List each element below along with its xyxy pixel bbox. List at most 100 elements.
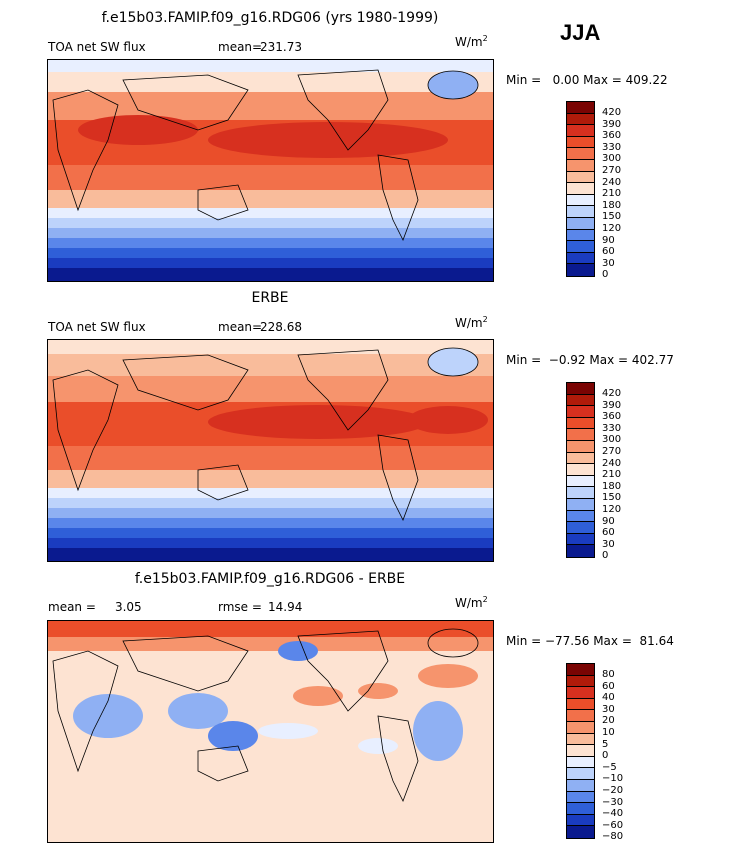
colorbar-tick-label: 60 <box>602 246 615 258</box>
colorbar-tick-label: 330 <box>602 141 622 153</box>
colorbar-tick-label: 40 <box>602 692 615 704</box>
colorbar-tick-label: 240 <box>602 176 622 188</box>
colorbar-swatch <box>567 194 594 207</box>
colorbar-swatch <box>567 206 594 218</box>
colorbar-swatch <box>567 803 594 815</box>
panel1-colorbar-labels: 420 390 360 330 300 270 240 210 180 150 … <box>602 107 621 281</box>
panel2-variable-label: TOA net SW flux <box>48 320 146 334</box>
colorbar-swatch <box>567 475 594 488</box>
colorbar-tick-label: 60 <box>602 680 615 692</box>
colorbar-tick-label: 360 <box>602 130 622 142</box>
colorbar-swatch <box>567 698 594 711</box>
colorbar-tick-label: 300 <box>602 434 622 446</box>
colorbar-swatch <box>567 487 594 499</box>
colorbar-swatch <box>567 768 594 780</box>
colorbar-swatch <box>567 159 594 172</box>
colorbar-swatch <box>567 113 594 126</box>
colorbar-swatch <box>567 791 594 804</box>
colorbar-tick-label: −5 <box>602 761 617 773</box>
colorbar-tick-label: 0 <box>602 269 609 281</box>
colorbar-swatch <box>567 779 594 792</box>
panel2-title: ERBE <box>251 290 289 306</box>
colorbar-tick-label: 90 <box>602 515 615 527</box>
panel1-minmax: Min = 0.00 Max = 409.22 <box>506 73 668 87</box>
colorbar-tick-label: 5 <box>602 738 609 750</box>
colorbar-swatch <box>567 429 594 441</box>
colorbar-tick-label: 150 <box>602 211 622 223</box>
colorbar-swatch <box>567 687 594 699</box>
colorbar-tick-label: 90 <box>602 234 615 246</box>
colorbar-swatch <box>567 814 594 827</box>
panel2-minmax: Min = −0.92 Max = 402.77 <box>506 353 674 367</box>
colorbar-tick-label: 0 <box>602 750 609 762</box>
panel1-map <box>47 59 494 282</box>
panel3-units: W/m2 <box>455 595 488 610</box>
colorbar-tick-label: 210 <box>602 188 622 200</box>
colorbar-tick-label: 20 <box>602 715 615 727</box>
colorbar-tick-label: 390 <box>602 399 622 411</box>
panel2-mean-label: mean= <box>218 320 263 334</box>
colorbar-tick-label: 270 <box>602 164 622 176</box>
colorbar-tick-label: 60 <box>602 527 615 539</box>
colorbar-tick-label: −20 <box>602 784 624 796</box>
colorbar-swatch <box>567 125 594 137</box>
colorbar-swatch <box>567 252 594 265</box>
colorbar-tick-label: 210 <box>602 469 622 481</box>
colorbar-swatch <box>567 417 594 430</box>
panel1-variable-label: TOA net SW flux <box>48 40 146 54</box>
colorbar-swatch <box>567 183 594 195</box>
panel3-rmse-value: 14.94 <box>268 600 303 614</box>
colorbar-tick-label: 180 <box>602 480 622 492</box>
colorbar-swatch <box>567 406 594 418</box>
colorbar-swatch <box>567 545 594 557</box>
colorbar-swatch <box>567 464 594 476</box>
colorbar-tick-label: 80 <box>602 669 615 680</box>
panel3-colorbar <box>566 663 595 839</box>
panel1-units: W/m2 <box>455 34 488 49</box>
colorbar-tick-label: 420 <box>602 107 622 118</box>
panel2-units: W/m2 <box>455 315 488 330</box>
colorbar-swatch <box>567 498 594 511</box>
colorbar-swatch <box>567 241 594 253</box>
panel3-title: f.e15b03.FAMIP.f09_g16.RDG06 - ERBE <box>134 571 406 587</box>
colorbar-tick-label: −80 <box>602 831 624 843</box>
panel3-rmse-label: rmse = <box>218 600 262 614</box>
colorbar-tick-label: 30 <box>602 538 615 550</box>
colorbar-swatch <box>567 217 594 230</box>
colorbar-tick-label: 150 <box>602 492 622 504</box>
colorbar-tick-label: −30 <box>602 796 624 808</box>
colorbar-swatch <box>567 102 594 114</box>
panel3-colorbar-labels: 80 60 40 30 20 10 5 0 −5 −10 −20 −30 −40… <box>602 669 623 843</box>
colorbar-swatch <box>567 522 594 534</box>
colorbar-swatch <box>567 264 594 276</box>
colorbar-tick-label: 30 <box>602 703 615 715</box>
panel2-colorbar <box>566 382 595 558</box>
colorbar-swatch <box>567 148 594 160</box>
colorbar-tick-label: −40 <box>602 808 624 820</box>
colorbar-tick-label: 10 <box>602 726 615 738</box>
colorbar-swatch <box>567 171 594 184</box>
colorbar-tick-label: 360 <box>602 411 622 423</box>
panel1-mean-label: mean= <box>218 40 263 54</box>
colorbar-swatch <box>567 136 594 149</box>
colorbar-tick-label: 270 <box>602 445 622 457</box>
colorbar-tick-label: 120 <box>602 222 622 234</box>
panel3-map <box>47 620 494 843</box>
colorbar-swatch <box>567 756 594 769</box>
colorbar-swatch <box>567 452 594 465</box>
colorbar-tick-label: 120 <box>602 503 622 515</box>
colorbar-swatch <box>567 675 594 688</box>
colorbar-swatch <box>567 440 594 453</box>
colorbar-swatch <box>567 383 594 395</box>
colorbar-swatch <box>567 394 594 407</box>
panel1-mean-value: 231.73 <box>260 40 302 54</box>
colorbar-swatch <box>567 745 594 757</box>
panel1-colorbar <box>566 101 595 277</box>
panel2-colorbar-labels: 420 390 360 330 300 270 240 210 180 150 … <box>602 388 621 562</box>
colorbar-tick-label: 390 <box>602 118 622 130</box>
panel2-mean-value: 228.68 <box>260 320 302 334</box>
colorbar-swatch <box>567 533 594 546</box>
colorbar-tick-label: 300 <box>602 153 622 165</box>
panel2-map <box>47 339 494 562</box>
colorbar-tick-label: 0 <box>602 550 609 562</box>
